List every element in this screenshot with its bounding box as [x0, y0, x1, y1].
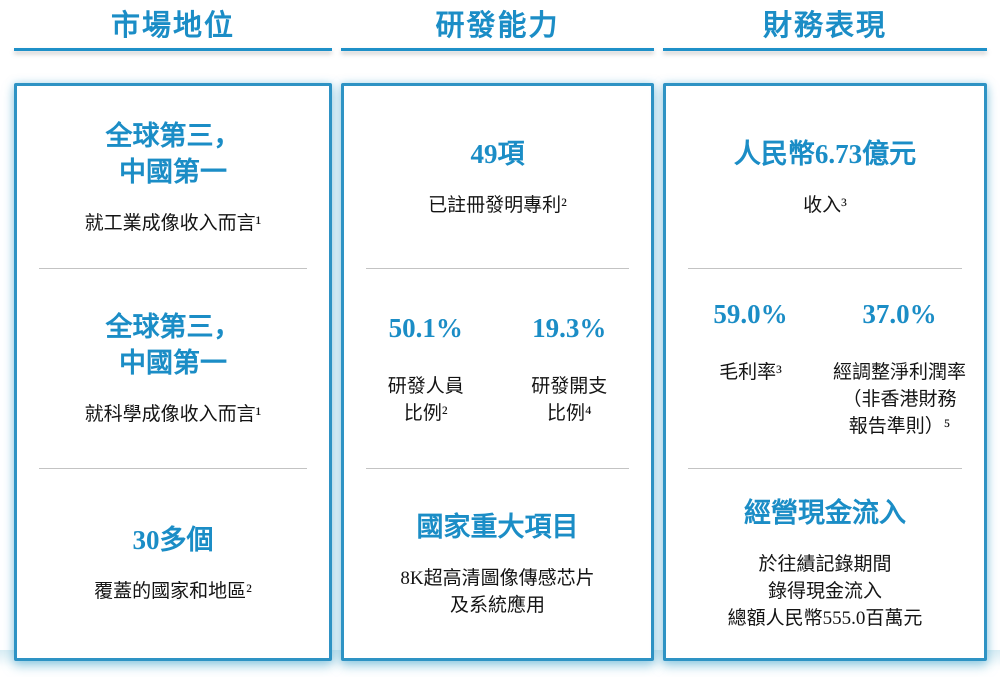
section-divider: [366, 468, 629, 469]
section-divider: [39, 468, 307, 469]
stat-label: 於往績記錄期間 錄得現金流入 總額人民幣555.0百萬元: [727, 554, 923, 629]
stat-title: 人民幣6.73億元: [733, 138, 917, 169]
stat-title: 49項: [470, 138, 525, 169]
stat-label: 就工業成像收入而言¹: [84, 212, 262, 234]
column-header: 市場地位: [14, 6, 332, 51]
column-rd-capability: 研發能力 49項 已註冊發明專利² 50.1% 研發人員 比例² 19.3% 研…: [341, 6, 654, 677]
stat-pair: 59.0% 毛利率³ 37.0% 經調整淨利潤率 （非香港財務 報告準則）⁵: [676, 297, 974, 440]
header-underline: [663, 48, 987, 51]
stat-section: 50.1% 研發人員 比例² 19.3% 研發開支 比例⁴: [344, 269, 651, 468]
stat-section: 人民幣6.73億元 收入³: [666, 86, 984, 268]
stat-item: 50.1% 研發人員 比例²: [354, 311, 498, 427]
section-divider: [366, 268, 629, 269]
stat-section: 30多個 覆蓋的國家和地區²: [17, 469, 329, 658]
stat-section: 49項 已註冊發明專利²: [344, 86, 651, 268]
stat-label: 已註冊發明專利²: [428, 194, 567, 216]
stat-label: 毛利率³: [719, 362, 782, 383]
stat-section: 全球第三， 中國第一 就科學成像收入而言¹: [17, 269, 329, 468]
stat-title: 全球第三， 中國第一: [105, 312, 241, 378]
stat-label: 研發人員 比例²: [387, 375, 464, 424]
stat-item: 37.0% 經調整淨利潤率 （非香港財務 報告準則）⁵: [825, 297, 974, 440]
stat-section: 59.0% 毛利率³ 37.0% 經調整淨利潤率 （非香港財務 報告準則）⁵: [666, 269, 984, 468]
column-financial-performance: 財務表現 人民幣6.73億元 收入³ 59.0% 毛利率³ 37.0% 經調整淨…: [663, 6, 987, 677]
section-divider: [39, 268, 307, 269]
stat-box-financial-performance: 人民幣6.73億元 收入³ 59.0% 毛利率³ 37.0% 經調整淨利潤率 （…: [663, 83, 987, 661]
header-underline: [341, 48, 654, 51]
stat-title: 國家重大項目: [416, 511, 579, 542]
stat-section: 經營現金流入 於往績記錄期間 錄得現金流入 總額人民幣555.0百萬元: [666, 469, 984, 658]
stat-section: 國家重大項目 8K超高清圖像傳感芯片 及系統應用: [344, 469, 651, 658]
stat-item: 19.3% 研發開支 比例⁴: [498, 311, 642, 427]
stat-box-rd-capability: 49項 已註冊發明專利² 50.1% 研發人員 比例² 19.3% 研發開支 比…: [341, 83, 654, 661]
stat-label: 收入³: [803, 194, 847, 216]
column-market-position: 市場地位 全球第三， 中國第一 就工業成像收入而言¹ 全球第三， 中國第一 就科…: [14, 6, 332, 677]
section-divider: [688, 268, 962, 269]
stat-label: 8K超高清圖像傳感芯片 及系統應用: [400, 567, 595, 616]
stat-title: 經營現金流入: [744, 498, 906, 528]
stat-box-market-position: 全球第三， 中國第一 就工業成像收入而言¹ 全球第三， 中國第一 就科學成像收入…: [14, 83, 332, 661]
stat-label: 經調整淨利潤率 （非香港財務 報告準則）⁵: [832, 362, 966, 437]
stat-section: 全球第三， 中國第一 就工業成像收入而言¹: [17, 86, 329, 268]
stat-value: 19.3%: [532, 312, 607, 343]
section-divider: [688, 468, 962, 469]
stat-title: 全球第三， 中國第一: [105, 120, 241, 187]
header-underline: [14, 48, 332, 51]
column-header-title: 研發能力: [435, 10, 560, 42]
stat-value: 37.0%: [862, 299, 937, 329]
stat-value: 50.1%: [388, 312, 463, 343]
stat-pair: 50.1% 研發人員 比例² 19.3% 研發開支 比例⁴: [354, 311, 641, 427]
column-header-title: 市場地位: [110, 10, 235, 42]
stat-value: 59.0%: [713, 299, 788, 329]
stat-label: 覆蓋的國家和地區²: [94, 581, 252, 602]
column-header: 財務表現: [663, 6, 987, 51]
stat-item: 59.0% 毛利率³: [676, 297, 825, 440]
column-header: 研發能力: [341, 6, 654, 51]
stat-label: 就科學成像收入而言¹: [84, 404, 262, 425]
stat-label: 研發開支 比例⁴: [531, 375, 608, 424]
stat-title: 30多個: [132, 525, 214, 555]
column-header-title: 財務表現: [762, 10, 887, 42]
